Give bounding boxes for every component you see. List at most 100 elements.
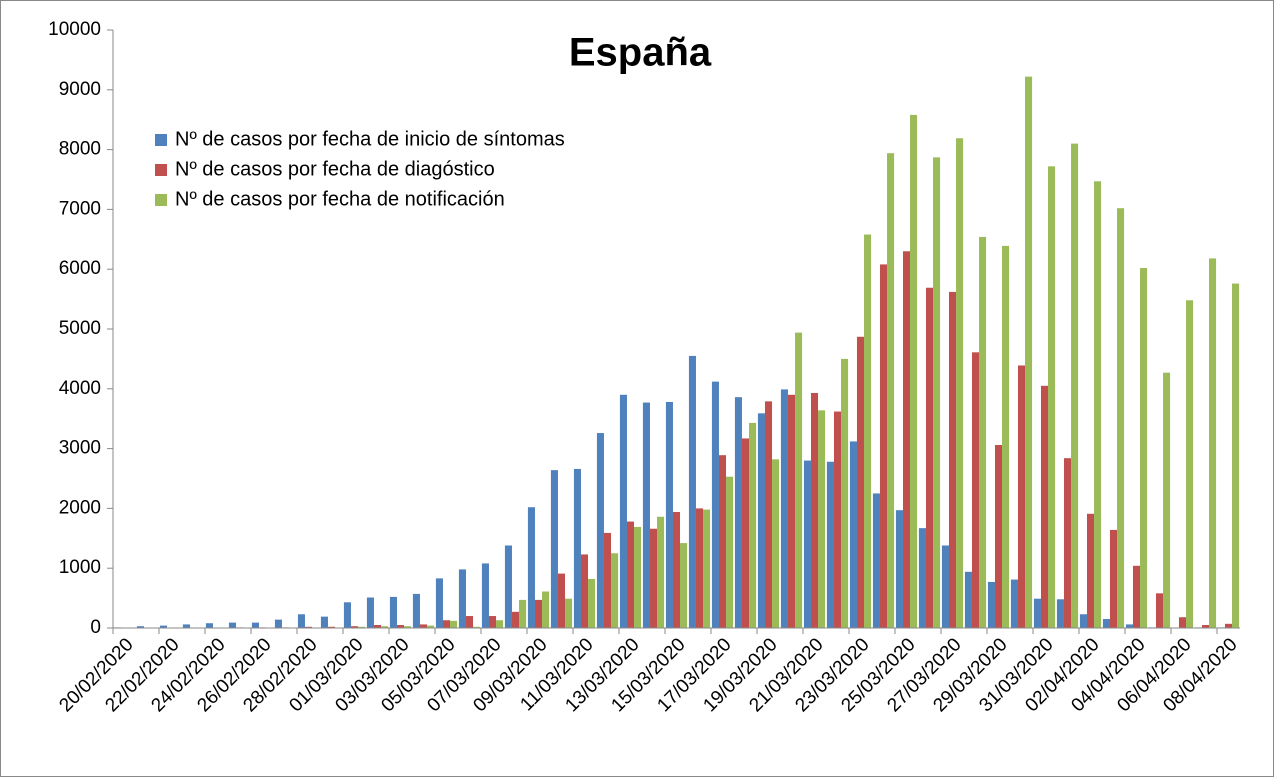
bar [297,614,305,628]
bar [887,153,895,629]
bar [511,611,520,628]
bar [588,578,596,628]
bar [833,411,842,628]
bar [1071,143,1079,628]
bar [649,528,658,628]
y-tick-label: 2000 [59,497,101,518]
bar [1224,623,1233,628]
bar [343,602,351,628]
bar [718,455,727,628]
bar [772,459,780,628]
bar [1140,268,1148,628]
bar [473,626,481,628]
bar [1056,599,1064,628]
legend-swatch [155,164,167,176]
bar [695,508,704,628]
bar [412,593,420,628]
bar [496,620,504,628]
bar [734,397,742,628]
bar [1017,365,1026,628]
bar [1155,593,1164,628]
bar [557,573,566,628]
bar [488,616,497,628]
bar [1163,372,1171,628]
bar [442,620,451,628]
bar [987,581,995,628]
bar [159,625,167,628]
bar [182,624,190,628]
bar [450,620,458,628]
bar [780,389,788,628]
bar [902,251,911,628]
legend-label: Nº de casos por fecha de diagóstico [175,158,495,180]
y-tick-label: 9000 [59,79,101,100]
bar [810,392,819,628]
bar [1125,624,1133,628]
bar [918,528,926,628]
bar [749,422,757,628]
bar [1132,565,1141,628]
bar [205,623,213,628]
bar [711,381,719,628]
bar [895,510,903,628]
bar [856,336,865,628]
bar [404,626,412,628]
bar [1186,300,1194,628]
y-tick-label: 0 [90,617,101,638]
legend-swatch [155,194,167,206]
bar [925,287,934,628]
bar [396,625,405,628]
legend-label: Nº de casos por fecha de inicio de sínto… [175,128,565,150]
bar [619,394,627,628]
bar [672,511,681,628]
bar [1040,385,1049,628]
bar [228,622,236,628]
bar [427,625,435,628]
y-tick-label: 10000 [48,19,101,40]
bar [504,545,512,628]
bar [680,543,688,628]
bar [741,438,750,628]
bar [948,291,957,628]
bar [634,526,642,628]
bar [550,470,558,628]
bar [1094,181,1102,628]
bar [381,626,389,628]
bar [251,622,259,628]
bar [626,521,635,628]
bar [933,157,941,628]
bar [435,578,443,628]
bar [1002,245,1010,629]
bar [1048,166,1056,628]
bar [1102,619,1110,628]
bar [389,596,397,628]
bar [580,554,589,628]
y-tick-label: 7000 [59,198,101,219]
bar [603,532,612,628]
bar [818,410,826,628]
bar [1079,614,1087,628]
bar [596,433,604,628]
bar [1109,529,1118,628]
bar [910,114,918,628]
bar [1063,458,1072,628]
legend-label: Nº de casos por fecha de notificación [175,188,505,210]
bar [519,599,527,628]
bar [956,138,964,628]
y-tick-label: 1000 [59,557,101,578]
bar [657,516,665,628]
bar [665,401,673,628]
bar [366,597,374,628]
bar [795,332,803,628]
bar [611,553,619,628]
bar [757,413,765,628]
bar [964,571,972,628]
bar [1178,617,1187,628]
y-tick-label: 8000 [59,139,101,160]
bar [350,626,359,628]
bar [971,352,980,628]
bar [1117,208,1125,629]
bar [1025,76,1033,629]
